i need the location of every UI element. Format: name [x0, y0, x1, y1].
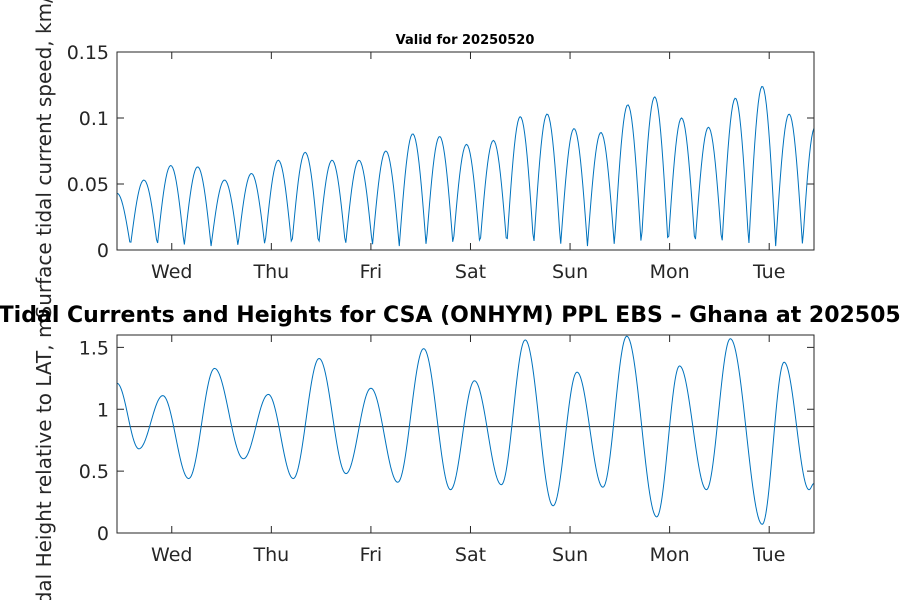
current-speed-y-tick-label: 0.05	[67, 174, 109, 196]
current-speed-plot-frame	[116, 51, 815, 251]
tidal-height-plot-area	[117, 335, 814, 533]
tidal-height-y-tick-label: 0	[97, 523, 109, 545]
current-speed-x-tick-label: Sat	[455, 261, 486, 283]
current-speed-x-tick-label: Wed	[151, 261, 192, 283]
current-speed-series-line	[116, 86, 815, 247]
tidal-height-chart: 0 0.5 1 1.5 Wed Thu Fri Sat Sun Mon Tue Tidal Heig…	[0, 303, 900, 600]
tidal-height-y-tick-label: 1.5	[79, 337, 109, 359]
current-speed-x-tick-label: Mon	[650, 261, 690, 283]
current-speed-x-tick-label: Fri	[360, 261, 383, 283]
tidal-height-x-tick-label: Mon	[650, 544, 690, 566]
current-speed-y-tick-label: 0.1	[79, 108, 109, 130]
tidal-height-x-tick-label: Sun	[552, 544, 588, 566]
tidal-height-series-line	[116, 335, 815, 525]
current-speed-x-tick-label: Sun	[552, 261, 588, 283]
tidal-height-x-tick-label: Sat	[455, 544, 486, 566]
tidal-height-y-tick-label: 0.5	[79, 461, 109, 483]
current-speed-x-tick-label: Tue	[752, 261, 785, 283]
tidal-height-x-tick-label: Tue	[752, 544, 785, 566]
main-chart-title: Tidal Currents and Heights for CSA (ONHY…	[0, 303, 900, 328]
current-speed-plot-area	[117, 52, 814, 250]
tidal-height-x-tick-label: Wed	[151, 544, 192, 566]
tidal-height-plot-frame	[116, 334, 815, 534]
tidal-height-y-axis-label: Tidal Height relative to LAT, m	[32, 319, 56, 600]
tidal-height-x-tick-label: Thu	[252, 544, 289, 566]
current-speed-y-tick-label: 0.15	[67, 42, 109, 64]
current-speed-chart: 0 0.05 0.1 0.15 Wed Thu Fri Sat Sun Mon Tue Valid …	[32, 0, 815, 318]
current-speed-x-tick-label: Thu	[252, 261, 289, 283]
tidal-height-x-tick-label: Fri	[360, 544, 383, 566]
current-speed-chart-title: Valid for 20250520	[396, 33, 535, 48]
current-speed-y-axis-label: Surface tidal current speed, km/h	[32, 0, 56, 318]
current-speed-y-tick-label: 0	[97, 240, 109, 262]
tidal-height-y-tick-label: 1	[97, 399, 109, 421]
